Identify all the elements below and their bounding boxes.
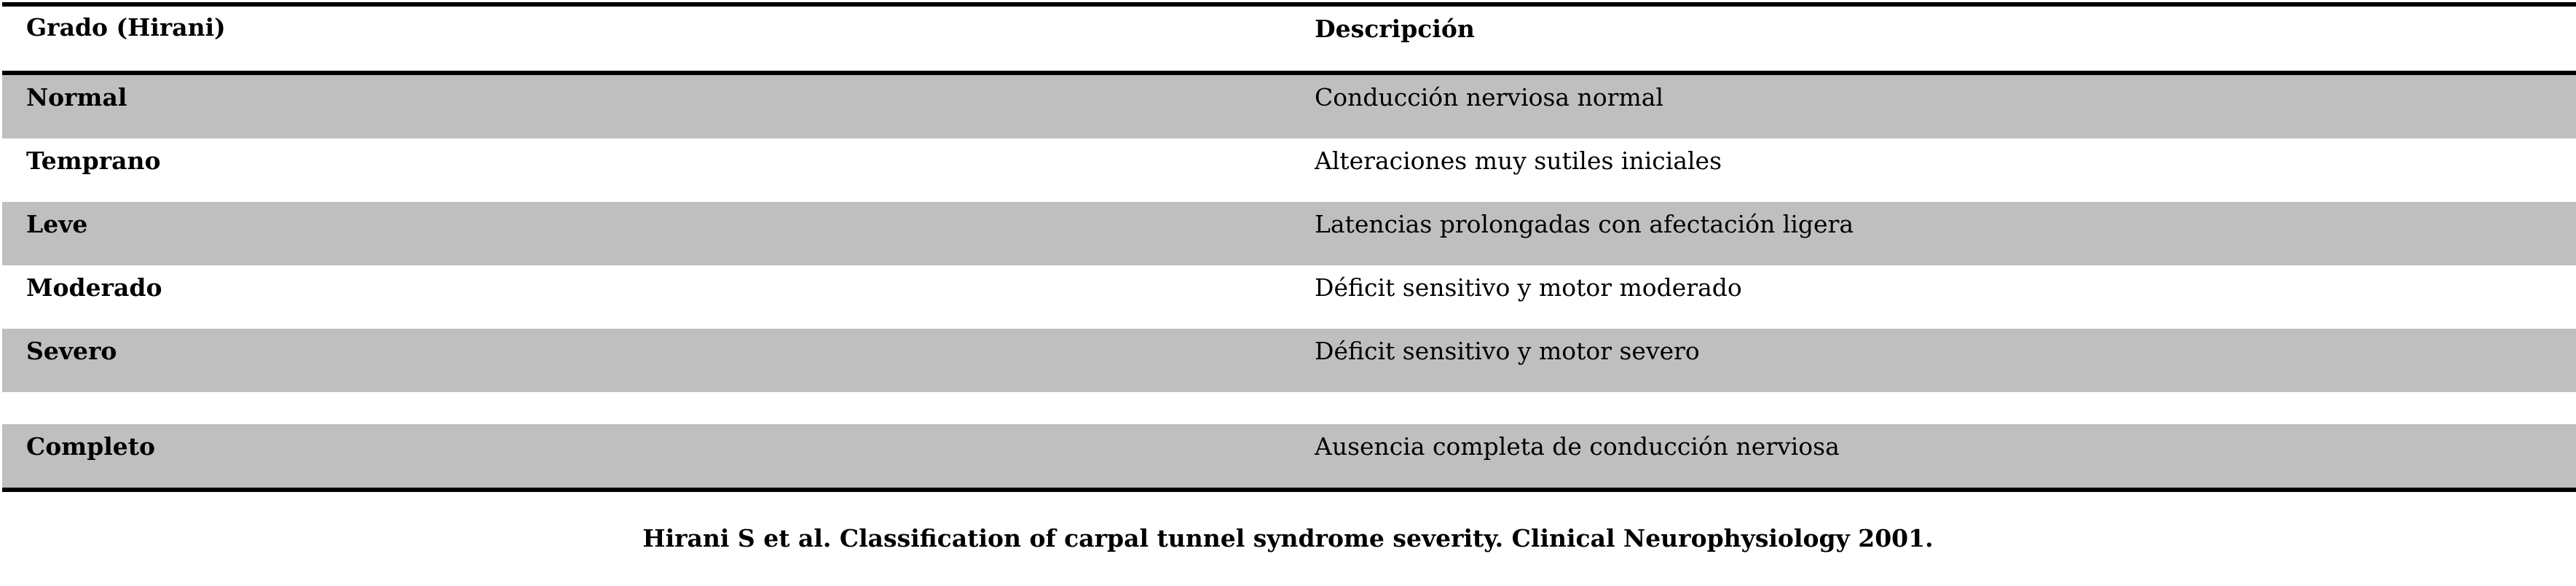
grade-cell: Moderado — [26, 273, 162, 302]
description-cell: Alteraciones muy sutiles iniciales — [1315, 146, 1722, 175]
table-row: Severo Déficit sensitivo y motor severo — [2, 329, 2576, 392]
description-cell: Latencias prolongadas con afectación lig… — [1315, 210, 1854, 238]
header-description: Descripción — [1315, 15, 1475, 43]
row-spacer — [2, 392, 2576, 424]
table-row: Leve Latencias prolongadas con afectació… — [2, 202, 2576, 265]
grade-cell: Leve — [26, 210, 88, 238]
hirani-grade-table: Grado (Hirani) Descripción Normal Conduc… — [2, 2, 2576, 492]
table-row: Normal Conducción nerviosa normal — [2, 75, 2576, 138]
table-header-row: Grado (Hirani) Descripción — [2, 7, 2576, 71]
table-row: Temprano Alteraciones muy sutiles inicia… — [2, 138, 2576, 202]
header-grade: Grado (Hirani) — [26, 13, 226, 42]
grade-cell: Severo — [26, 337, 117, 365]
table-header-rule — [2, 71, 2576, 75]
table-row: Moderado Déficit sensitivo y motor moder… — [2, 265, 2576, 329]
table-bottom-rule — [2, 488, 2576, 492]
description-cell: Déficit sensitivo y motor moderado — [1315, 273, 1742, 302]
grade-cell: Normal — [26, 83, 127, 112]
description-cell: Ausencia completa de conducción nerviosa — [1315, 432, 1840, 461]
table-top-rule — [2, 2, 2576, 7]
grade-cell: Temprano — [26, 146, 161, 175]
grade-cell: Completo — [26, 432, 156, 461]
table-row: Completo Ausencia completa de conducción… — [2, 424, 2576, 488]
table-caption: Hirani S et al. Classification of carpal… — [642, 524, 1934, 552]
description-cell: Déficit sensitivo y motor severo — [1315, 337, 1700, 365]
description-cell: Conducción nerviosa normal — [1315, 83, 1664, 112]
